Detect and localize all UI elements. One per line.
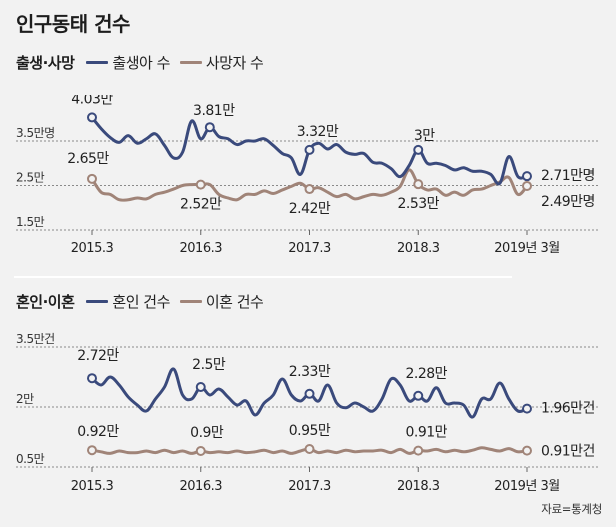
data-point-marker: [304, 184, 315, 195]
y-tick-label: 2.5만: [16, 171, 45, 185]
data-label: 0.9만: [190, 425, 224, 441]
y-tick-label: 3.5만명: [16, 126, 55, 140]
x-tick-label: 2019년 3월: [494, 479, 559, 494]
legend-marriages: 혼인 건수: [86, 291, 170, 312]
data-point-marker: [413, 179, 424, 190]
x-tick-label: 2015.3: [71, 479, 114, 494]
legend-divorces-swatch: [179, 300, 202, 303]
data-point-marker: [413, 144, 424, 155]
data-label: 4.03만: [71, 95, 113, 107]
legend-divorces-label: 이혼 건수: [205, 293, 264, 311]
x-tick-label: 2015.3: [71, 241, 114, 256]
legend-births: 출생아 수: [86, 52, 170, 73]
data-point-marker: [204, 122, 215, 133]
marriage-divorce-chart: 3.5만건 2만 0.5만 2015.3 2016.3 2017.3 2018.3 2019년…: [16, 332, 600, 494]
data-point-marker: [304, 144, 315, 155]
data-label: 2.71만명: [541, 168, 595, 184]
data-label: 0.95만: [289, 423, 331, 439]
x-tick-label: 2018.3: [397, 241, 440, 256]
data-point-marker: [522, 445, 532, 456]
data-label: 0.91만: [405, 425, 447, 441]
data-label: 3.32만: [297, 124, 339, 140]
data-point-marker: [87, 112, 97, 123]
data-point-marker: [195, 446, 206, 456]
births-deaths-title: 출생·사망: [16, 54, 75, 72]
data-label: 2.52만: [180, 197, 222, 213]
data-point-marker: [195, 179, 206, 190]
y-tick-label: 2만: [16, 392, 34, 406]
data-point-marker: [522, 171, 532, 182]
legend-marriages-swatch: [86, 300, 109, 303]
data-point-marker: [413, 390, 424, 401]
data-label: 2.72만: [77, 348, 119, 364]
page-title: 인구동태 건수: [16, 12, 130, 36]
data-label: 2.53만: [397, 196, 439, 212]
x-tick-label: 2016.3: [180, 241, 223, 256]
data-label: 0.91만건: [541, 444, 595, 460]
x-tick-label: 2016.3: [180, 479, 223, 494]
data-point-marker: [413, 445, 424, 456]
x-tick-label: 2017.3: [288, 241, 331, 256]
data-label: 3.81만: [193, 103, 235, 119]
data-label: 2.49만명: [541, 194, 595, 210]
legend-births-swatch: [86, 61, 109, 64]
data-point-marker: [522, 180, 532, 191]
data-label: 2.65만: [67, 151, 109, 167]
y-tick-label: 1.5만: [16, 215, 45, 229]
data-point-marker: [195, 382, 206, 392]
births-deaths-header: 출생·사망 출생아 수 사망자 수: [16, 52, 273, 73]
data-point-marker: [304, 444, 315, 454]
legend-deaths-label: 사망자 수: [205, 54, 264, 72]
data-label: 2.5만: [192, 357, 226, 373]
y-tick-label: 0.5만: [16, 452, 45, 466]
section-divider: [14, 276, 512, 278]
data-label: 3만: [414, 128, 435, 144]
source-note: 자료=통계청: [541, 502, 602, 516]
x-tick-label: 2017.3: [288, 479, 331, 494]
data-label: 2.42만: [289, 201, 331, 217]
legend-divorces: 이혼 건수: [179, 291, 264, 312]
y-tick-label: 3.5만건: [16, 332, 55, 346]
marriage-divorce-title: 혼인·이혼: [16, 293, 75, 311]
data-label: 2.33만: [289, 364, 331, 380]
marriage-divorce-header: 혼인·이혼 혼인 건수 이혼 건수: [16, 291, 273, 312]
data-label: 2.28만: [405, 366, 447, 382]
x-tick-label: 2019년 3월: [494, 241, 559, 256]
data-point-marker: [87, 373, 97, 384]
data-point-marker: [87, 173, 97, 184]
legend-deaths: 사망자 수: [179, 52, 264, 73]
data-label: 0.92만: [77, 424, 119, 440]
data-point-marker: [522, 403, 532, 414]
data-point-marker: [304, 388, 315, 399]
data-label: 1.96만건: [541, 401, 595, 417]
legend-deaths-swatch: [179, 61, 202, 64]
legend-births-label: 출생아 수: [112, 54, 170, 72]
births-deaths-chart: 3.5만명 2.5만 1.5만 2015.3 2016.3 2017.3 2018.3 201…: [16, 95, 600, 256]
x-tick-label: 2018.3: [397, 479, 440, 494]
legend-marriages-label: 혼인 건수: [112, 293, 170, 311]
data-point-marker: [87, 445, 97, 456]
